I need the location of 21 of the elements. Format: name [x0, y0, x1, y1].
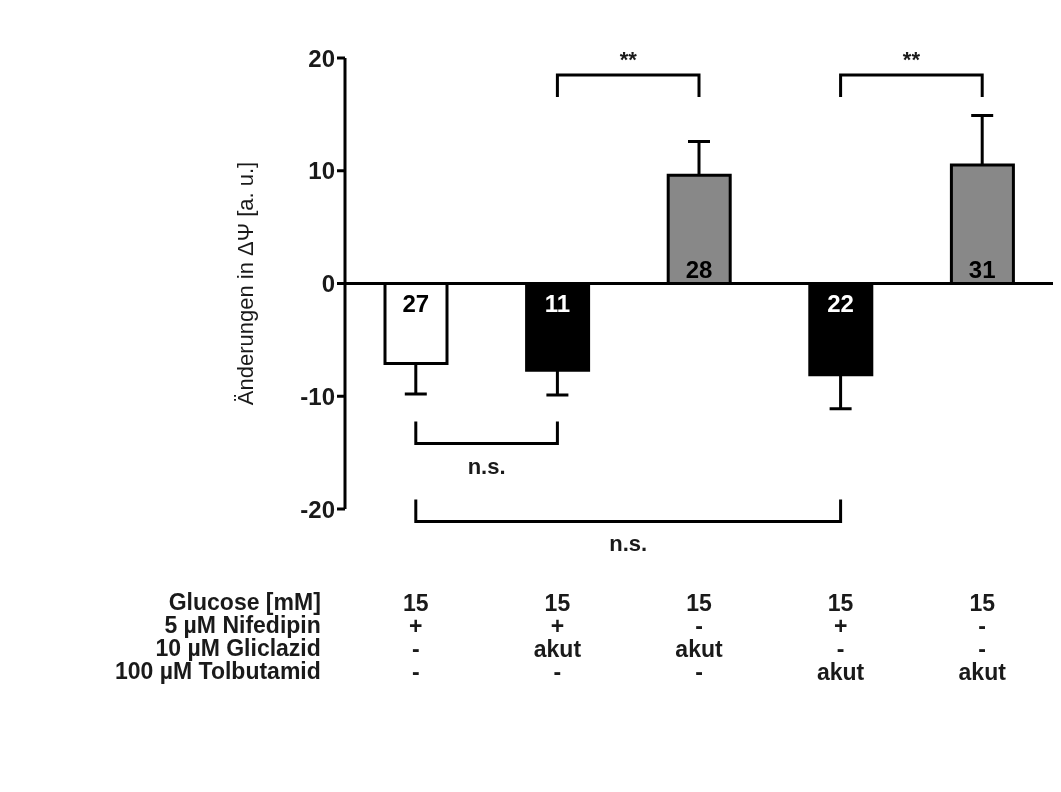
annotation: 27	[402, 289, 430, 317]
x-tick-label: 15 - - akut	[958, 590, 1007, 686]
text: n.s.	[609, 531, 648, 557]
annotation: 22	[827, 289, 854, 317]
x-tick-label: 15 + akut -	[533, 590, 582, 686]
annotation: 11	[544, 289, 571, 317]
x-tick-label: 15 + - akut	[816, 590, 865, 686]
annotation: n.s.	[467, 453, 506, 479]
annotation: 28	[685, 255, 713, 283]
y-tick-label: 20	[308, 44, 335, 72]
annotation: **	[902, 46, 921, 72]
y-tick-label: -10	[300, 382, 335, 410]
text: Glucose [mM]	[168, 589, 321, 615]
y-tick-label: 0	[321, 270, 335, 298]
annotation: 31	[968, 255, 996, 283]
x-tick-label: 15 + - -	[403, 590, 429, 686]
x-tick-label: 15 - akut -	[675, 590, 723, 686]
annotation: **	[619, 46, 638, 72]
y-tick-label: 10	[308, 157, 335, 185]
y-tick-label: -20	[300, 495, 335, 523]
y-axis-title: Änderungen in ΔΨ [a. u.]	[232, 161, 258, 406]
